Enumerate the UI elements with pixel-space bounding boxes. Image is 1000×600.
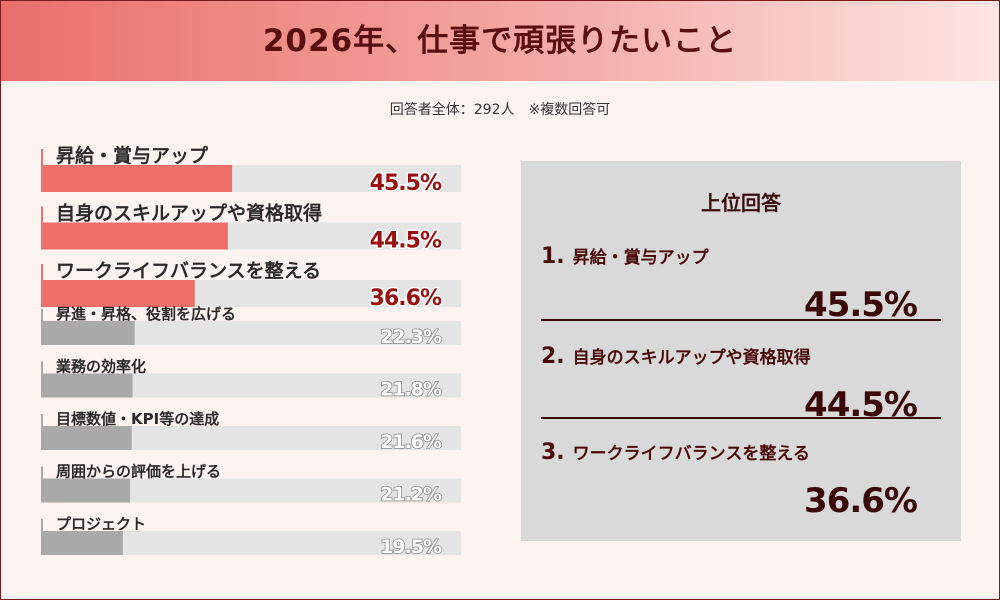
top-answers-title: 上位回答 [701, 191, 781, 215]
bar-category-label: 周囲からの評価を上げる [56, 463, 221, 481]
bar-category-label: 昇進・昇格、役割を広げる [56, 305, 236, 323]
bar-tick [41, 309, 43, 321]
bar-value-label: 45.5% [370, 171, 442, 196]
bar [41, 478, 131, 503]
bar-value-label: 21.2% [380, 484, 442, 506]
rank-number: 1. [541, 244, 565, 269]
top-answer-3: 3. ワークライフバランスを整える 36.6% [541, 439, 941, 527]
bar-chart: 昇給・賞与アップ 45.5% 自身のスキルアップや資格取得 44.5% ワークライフバラ… [41, 144, 461, 559]
page-title: 2026年、仕事で頑張りたいこと [262, 23, 738, 59]
rank-number: 2. [541, 344, 565, 369]
title-banner [1, 1, 999, 81]
bar [41, 373, 133, 398]
bar-category-label: 昇給・賞与アップ [56, 144, 209, 167]
rank-label: ワークライフバランスを整える [572, 444, 810, 464]
bar [41, 165, 233, 192]
bar-category-label: 業務の効率化 [55, 358, 146, 376]
bar-value-label: 36.6% [370, 286, 442, 311]
respondent-note: 回答者全体：292人 ※複数回答可 [389, 102, 611, 118]
bar-category-label: プロジェクト [56, 515, 146, 533]
bar-tick [41, 361, 43, 374]
bar-tick [41, 519, 43, 531]
bar-tick [41, 466, 43, 479]
bar-value-label: 19.5% [380, 536, 442, 558]
top-answer-1: 1. 昇給・賞与アップ 45.5% [541, 243, 941, 331]
bar-category-label: 目標数値・KPI等の達成 [56, 410, 219, 428]
bar-value-label: 21.8% [380, 379, 442, 401]
bar-tick [41, 414, 43, 426]
bar [41, 222, 228, 250]
rank-divider [541, 417, 941, 419]
bar [41, 321, 135, 345]
rank-divider [541, 319, 941, 321]
bar-tick [41, 264, 43, 280]
rank-number: 3. [541, 440, 565, 465]
rank-percentage: 44.5% [804, 385, 918, 425]
bar-value-label: 44.5% [370, 229, 442, 254]
bar [41, 280, 195, 307]
bar [41, 426, 132, 450]
bar-value-label: 22.3% [380, 326, 442, 348]
bar-tick [41, 149, 43, 165]
rank-percentage: 45.5% [804, 285, 918, 325]
bar-tick [41, 206, 43, 223]
bar-category-label: 自身のスキルアップや資格取得 [56, 202, 322, 225]
bar [41, 531, 123, 555]
top-answers-panel: 上位回答 1. 昇給・賞与アップ 45.5% 2. 自身のスキルアップや資格取得 4… [521, 161, 961, 541]
bar-value-label: 21.6% [380, 431, 442, 453]
rank-label: 自身のスキルアップや資格取得 [572, 348, 811, 368]
bar-category-label: ワークライフバランスを整える [56, 259, 321, 282]
rank-label: 昇給・賞与アップ [572, 248, 709, 268]
rank-percentage: 36.6% [804, 481, 918, 521]
